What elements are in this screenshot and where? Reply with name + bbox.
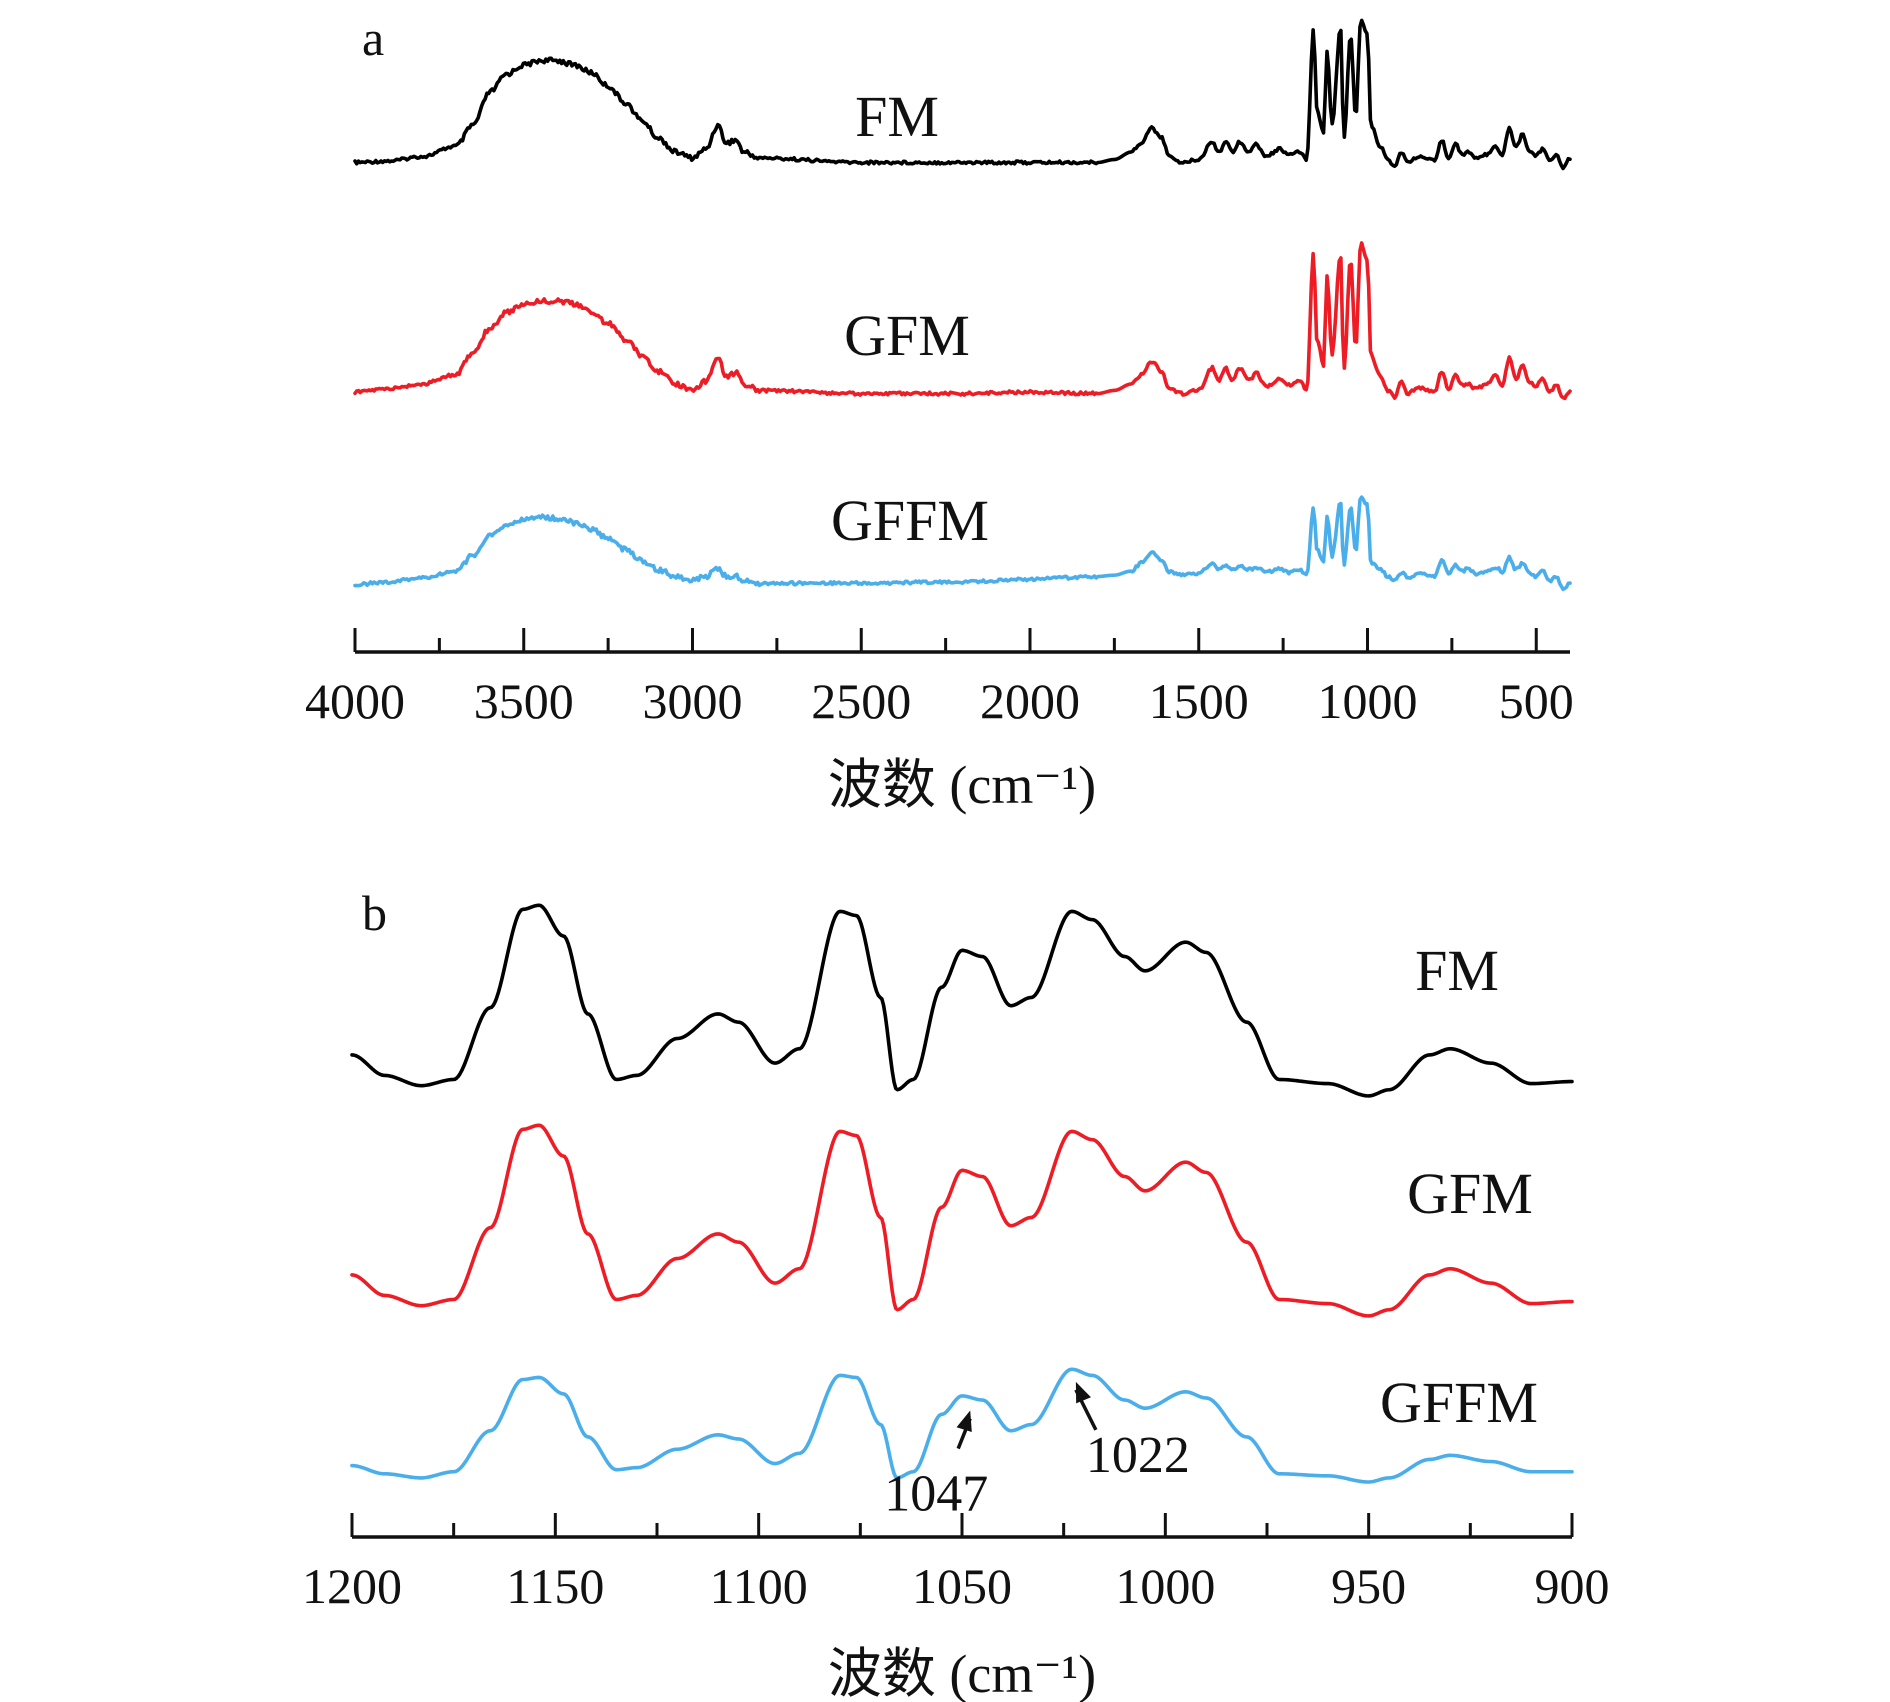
tick-label-4000: 4000: [305, 673, 405, 729]
tick-label-500: 500: [1499, 673, 1574, 729]
panel-b-letter: b: [362, 885, 387, 941]
series-line-fm: [350, 903, 1574, 1098]
series-line-gfm: [353, 241, 1572, 401]
tick-label-3000: 3000: [643, 673, 743, 729]
series-label-gffm: GFFM: [1380, 1370, 1538, 1435]
panel-a-x-axis-title: 波数 (cm⁻¹): [828, 755, 1096, 815]
tick-label-1150: 1150: [506, 1558, 604, 1614]
panel-a: a FM GFM GFFM 4000 3500 3000 2500 2000 1500 1000…: [305, 10, 1574, 815]
annotation-arrowhead-1022: [1075, 1381, 1091, 1404]
panel-b-x-axis-title: 波数 (cm⁻¹): [828, 1644, 1096, 1702]
series-label-gfm: GFM: [844, 303, 970, 368]
tick-label-1000: 1000: [1318, 673, 1418, 729]
series-label-fm: FM: [1415, 938, 1499, 1003]
panel-b-ticks: 1200 1150 1100 1050 1000 950 900: [302, 1513, 1610, 1614]
tick-label-1200: 1200: [302, 1558, 402, 1614]
series-line-gffm: [350, 1367, 1574, 1484]
series-label-fm: FM: [855, 84, 939, 149]
panel-a-series-labels: FM GFM GFFM: [831, 84, 989, 553]
panel-b: b FM GFM GFFM 1047 1022 1200 1150 1100 1050 100…: [302, 885, 1610, 1702]
tick-label-3500: 3500: [474, 673, 574, 729]
panel-b-traces: [350, 903, 1574, 1484]
series-label-gffm: GFFM: [831, 488, 989, 553]
panel-a-ticks: 4000 3500 3000 2500 2000 1500 1000 500: [305, 628, 1574, 729]
annotation-label-1047: 1047: [884, 1466, 988, 1523]
annotation-label-1022: 1022: [1086, 1427, 1190, 1484]
tick-label-950: 950: [1331, 1558, 1406, 1614]
series-line-gffm: [353, 495, 1572, 592]
series-label-gfm: GFM: [1407, 1161, 1533, 1226]
tick-label-2500: 2500: [811, 673, 911, 729]
series-line-gfm: [350, 1123, 1574, 1318]
tick-label-900: 900: [1535, 1558, 1610, 1614]
tick-label-1000: 1000: [1115, 1558, 1215, 1614]
annotation-arrowhead-1047: [956, 1410, 972, 1433]
panel-b-series-labels: FM GFM GFFM: [1380, 938, 1538, 1435]
tick-label-1100: 1100: [710, 1558, 808, 1614]
panel-a-traces: [353, 18, 1572, 592]
panel-a-letter: a: [362, 10, 384, 66]
series-line-fm: [353, 18, 1572, 171]
tick-label-1500: 1500: [1149, 673, 1249, 729]
panel-b-annotations: 1047 1022: [884, 1381, 1190, 1523]
tick-label-2000: 2000: [980, 673, 1080, 729]
tick-label-1050: 1050: [912, 1558, 1012, 1614]
